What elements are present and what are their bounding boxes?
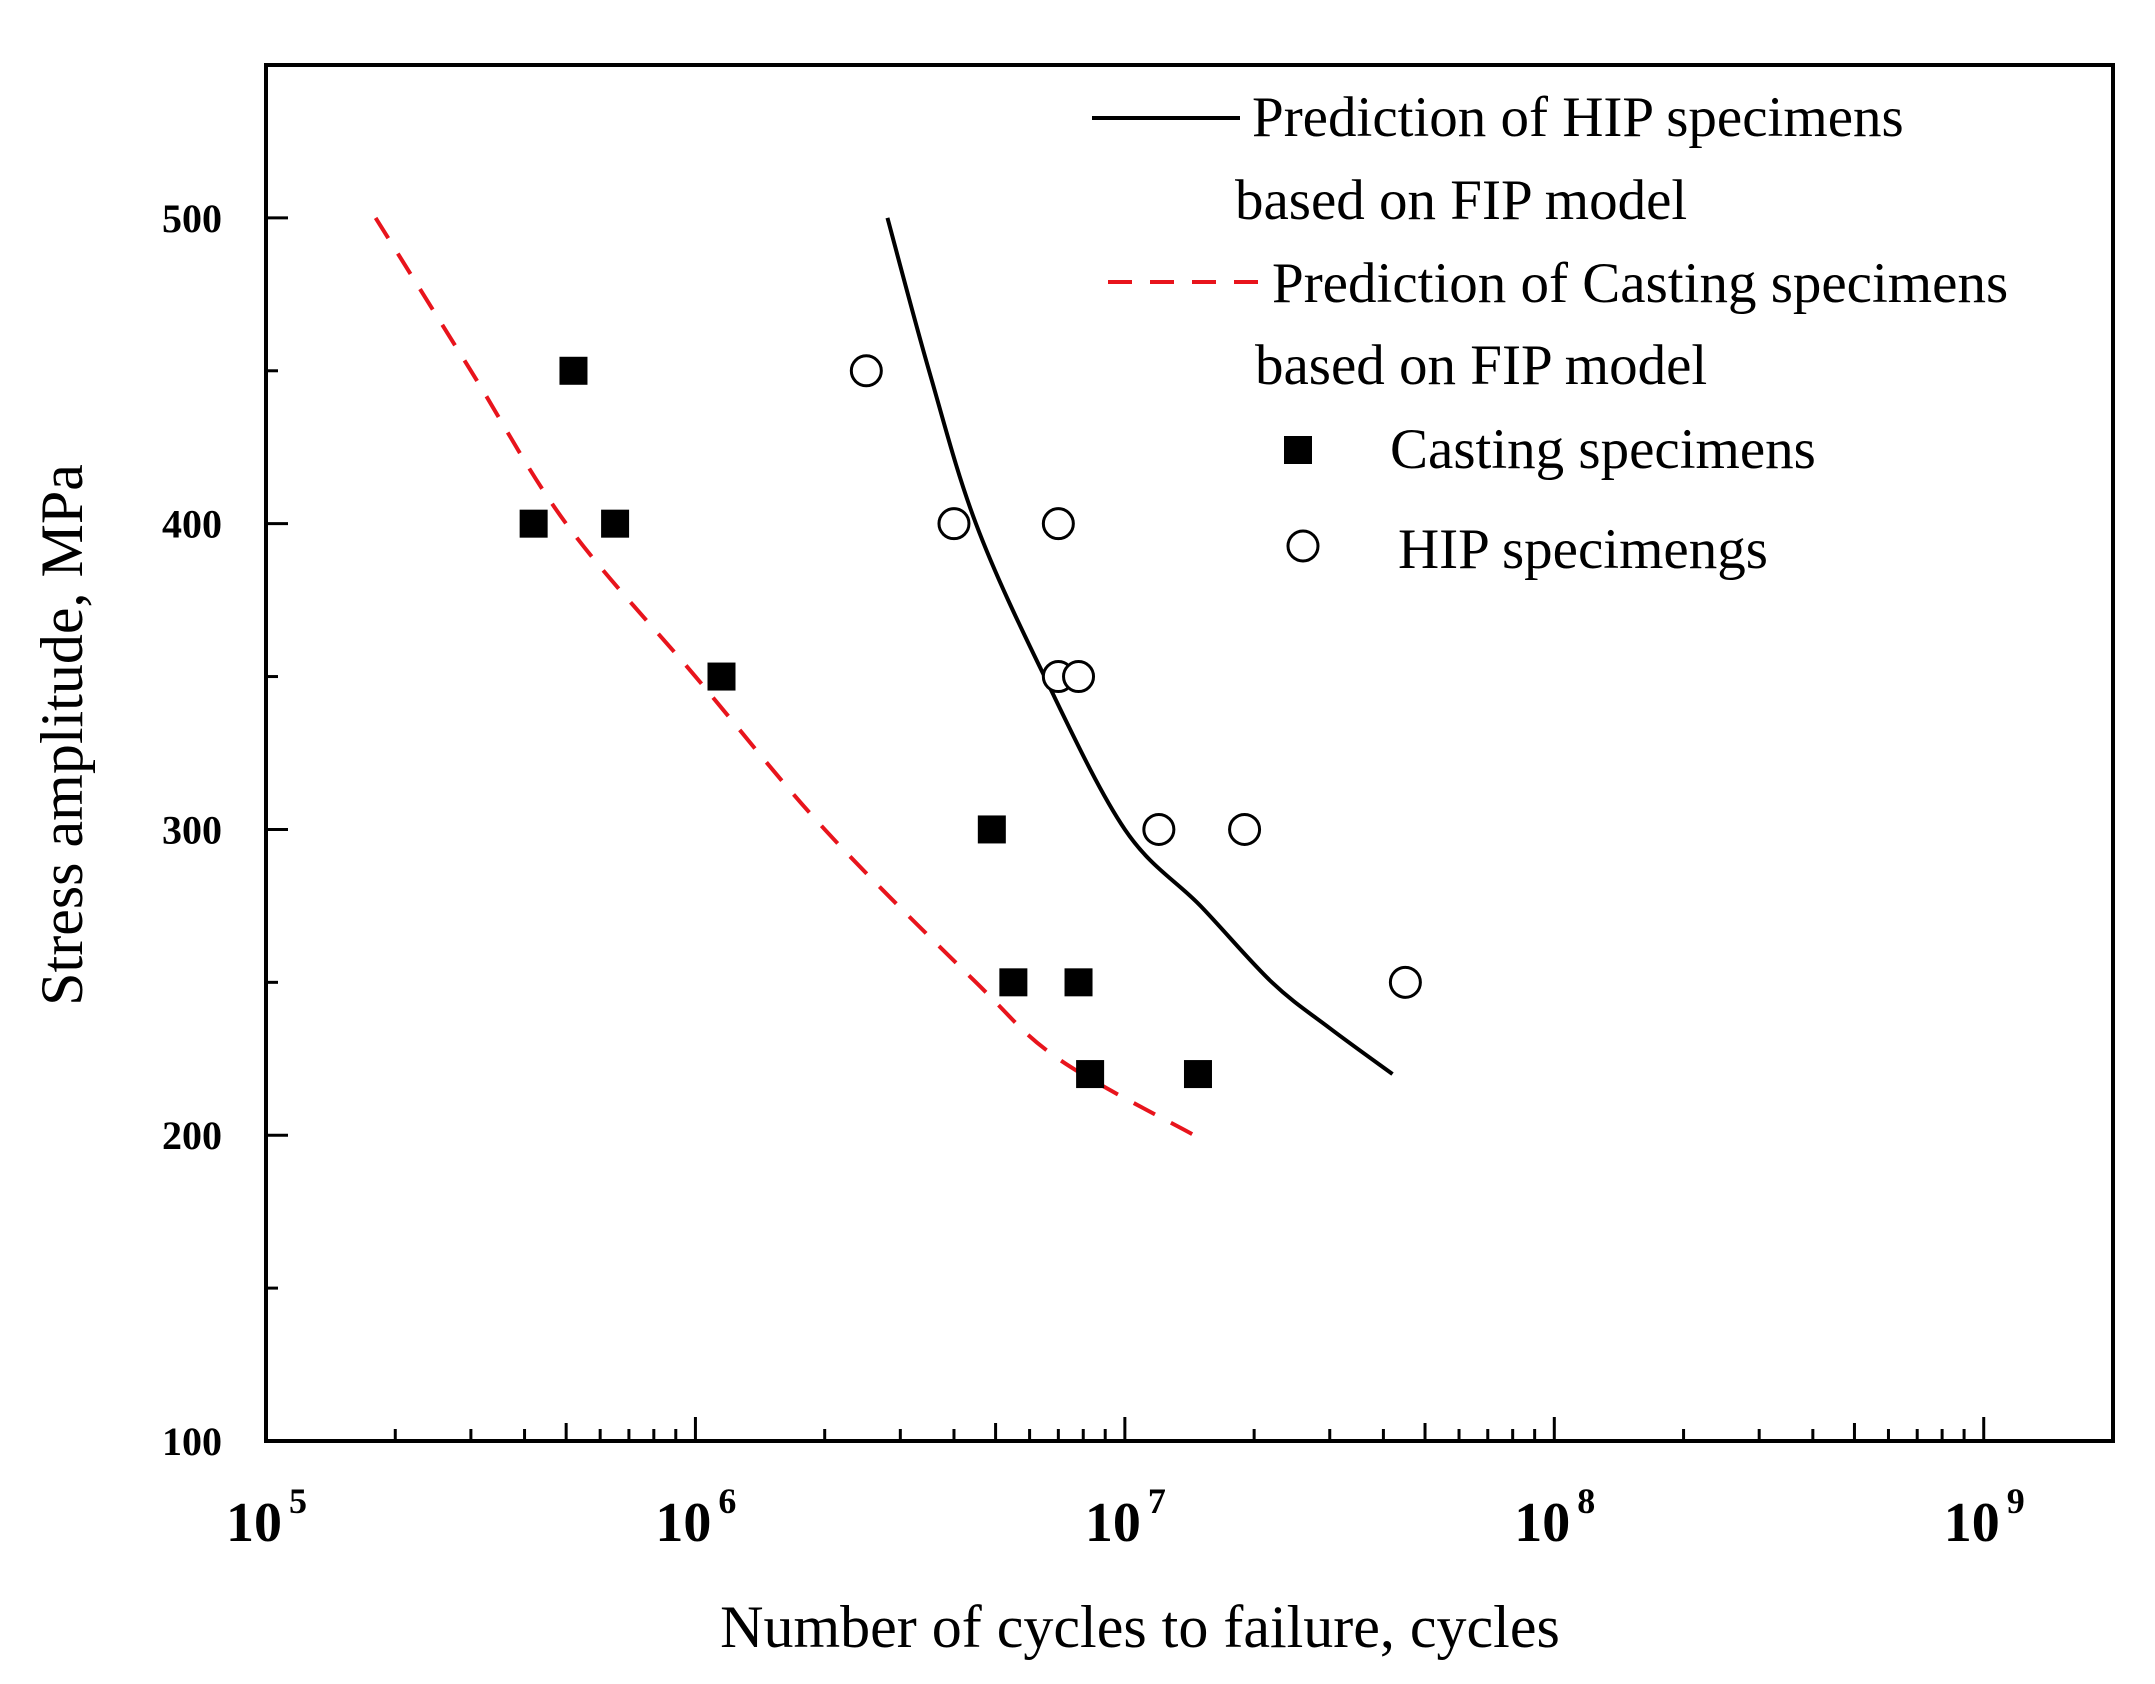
legend-swatch-hip — [1286, 529, 1320, 563]
x-tick-label: 10 6 — [655, 1481, 736, 1554]
x-tick-base: 10 — [226, 1492, 282, 1554]
series-layer — [373, 216, 1422, 1137]
hip-point — [849, 354, 883, 388]
casting-point — [601, 509, 630, 538]
hip-point — [1142, 812, 1176, 846]
y-axis-ticks: 100 200 300 400 500 — [162, 63, 288, 1464]
y-tick-label: 300 — [162, 807, 222, 852]
y-tick-label: 400 — [162, 502, 222, 547]
x-tick-label: 10 5 — [226, 1481, 307, 1554]
casting-point — [999, 968, 1028, 997]
x-tick-label: 10 8 — [1514, 1481, 1595, 1554]
y-axis-title: Stress amplitude, MPa — [29, 464, 95, 1006]
x-tick-exponent: 5 — [289, 1481, 307, 1521]
x-tick-label: 10 7 — [1085, 1481, 1166, 1554]
y-tick-label: 500 — [162, 196, 222, 241]
x-tick-base: 10 — [1944, 1492, 2000, 1554]
y-tick-label: 200 — [162, 1113, 222, 1158]
legend-label-casting: Casting specimens — [1390, 418, 1816, 481]
casting-point — [977, 815, 1006, 844]
casting-point — [519, 509, 548, 538]
hip-point — [937, 507, 971, 541]
casting-point — [1076, 1060, 1105, 1089]
x-tick-base: 10 — [1514, 1492, 1570, 1554]
hip-point — [1062, 660, 1096, 694]
casting-point — [1183, 1060, 1212, 1089]
y-tick-label: 100 — [162, 1419, 222, 1464]
casting-point — [707, 662, 736, 691]
x-axis-title: Number of cycles to failure, cycles — [720, 1594, 1560, 1660]
x-tick-exponent: 8 — [1577, 1481, 1595, 1521]
x-tick-exponent: 9 — [2007, 1481, 2025, 1521]
legend-label-hip: HIP specimengs — [1398, 518, 1768, 581]
casting-point — [559, 356, 588, 385]
legend-label-hip-prediction-2: based on FIP model — [1235, 169, 1687, 232]
x-tick-base: 10 — [1085, 1492, 1141, 1554]
x-tick-exponent: 6 — [718, 1481, 736, 1521]
hip-point — [1228, 812, 1262, 846]
hip-point — [1388, 965, 1422, 999]
casting-point — [1064, 968, 1093, 997]
x-tick-base: 10 — [655, 1492, 711, 1554]
x-tick-label: 10 9 — [1944, 1481, 2025, 1554]
hip-point — [1041, 507, 1075, 541]
x-axis-ticks: 10 5 10 6 10 7 10 8 10 9 — [226, 1417, 2115, 1554]
legend-label-casting-prediction-2: based on FIP model — [1255, 334, 1707, 397]
series-line-0 — [885, 217, 1394, 1076]
legend-label-casting-prediction-1: Prediction of Casting specimens — [1272, 252, 2008, 315]
series-line-1 — [373, 216, 1196, 1137]
legend-label-hip-prediction-1: Prediction of HIP specimens — [1252, 86, 1904, 149]
legend: Prediction of HIP specimens based on FIP … — [1092, 86, 2008, 581]
plot-frame — [264, 63, 2115, 1443]
legend-swatch-casting — [1284, 436, 1312, 464]
x-tick-exponent: 7 — [1148, 1481, 1166, 1521]
